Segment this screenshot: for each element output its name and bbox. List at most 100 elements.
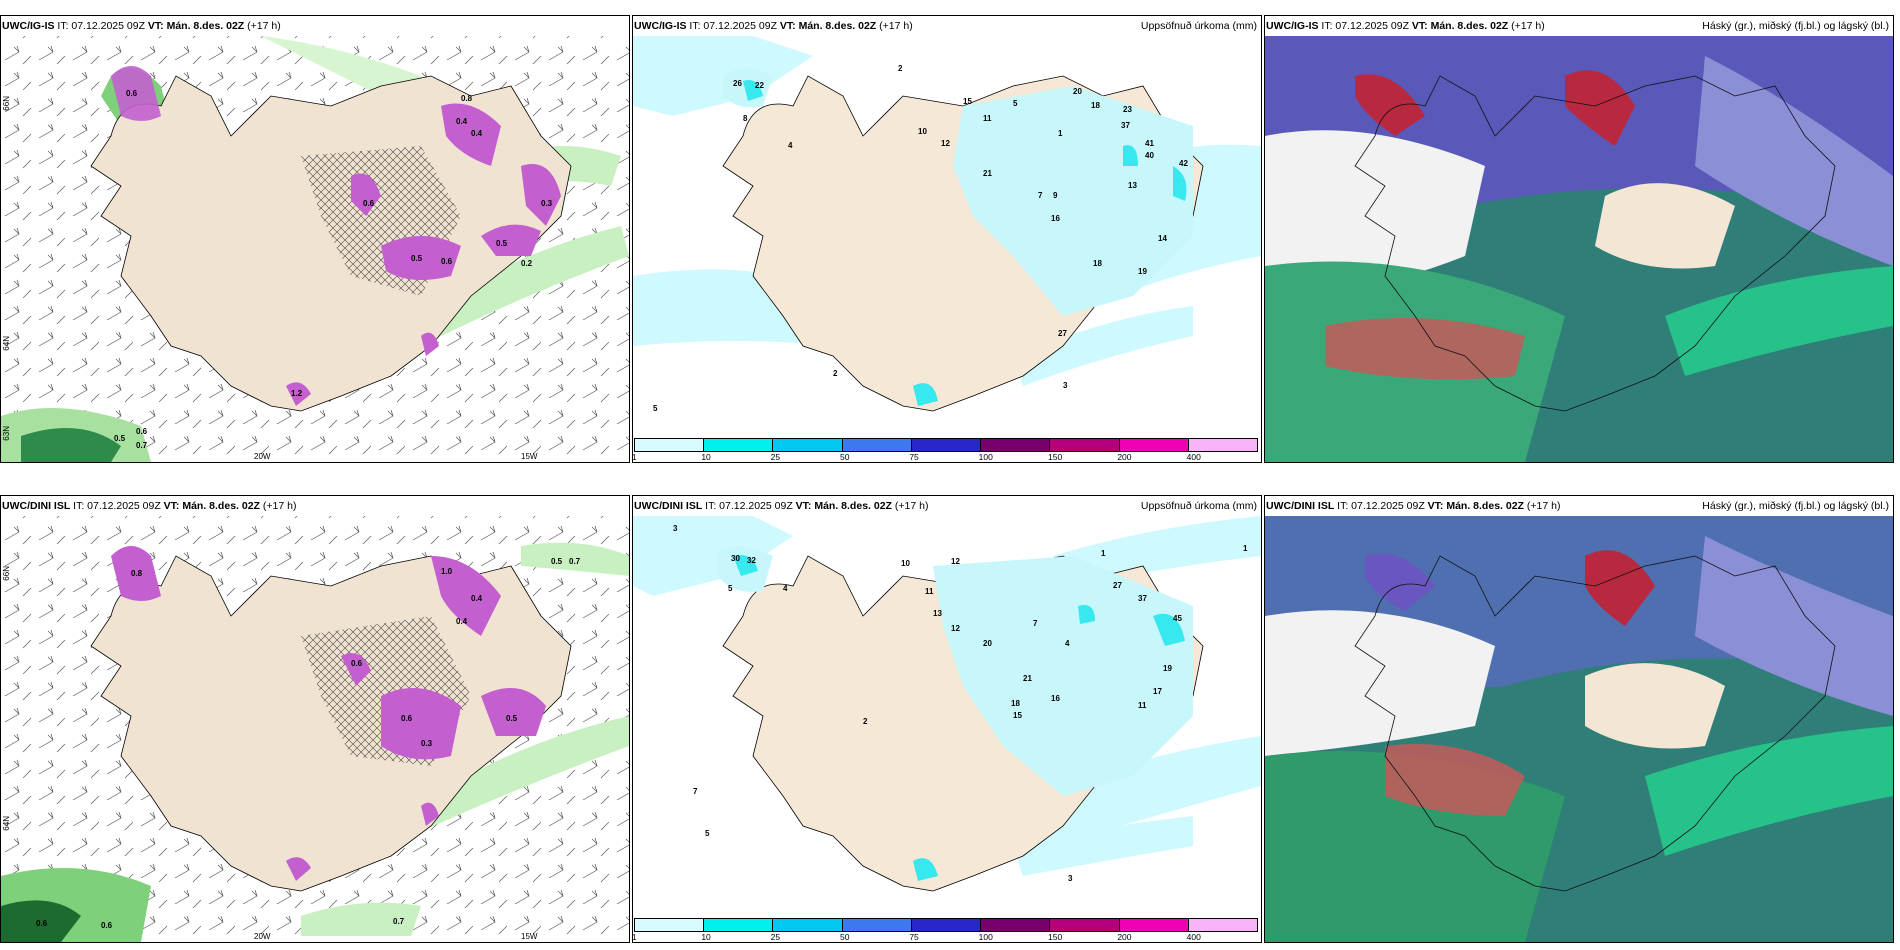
svg-text:7: 7 xyxy=(693,787,698,796)
svg-text:12: 12 xyxy=(941,139,950,148)
panel-variable-label: Háský (gr.), miðský (fj.bl.) og lágský (… xyxy=(1702,20,1889,32)
colorbar-swatch xyxy=(773,919,843,931)
map-cloud-layers xyxy=(1265,496,1893,942)
svg-text:26: 26 xyxy=(733,79,742,88)
svg-text:19: 19 xyxy=(1138,267,1147,276)
svg-text:3: 3 xyxy=(1068,874,1073,883)
colorbar-label: 25 xyxy=(770,452,781,462)
svg-text:0.5: 0.5 xyxy=(551,557,563,566)
map-accum-precip: 26 22 8 4 2 1 10 12 15 11 21 5 20 18 23 … xyxy=(633,16,1261,462)
svg-text:0.7: 0.7 xyxy=(136,441,148,450)
svg-text:0.6: 0.6 xyxy=(351,659,363,668)
svg-text:0.4: 0.4 xyxy=(456,117,468,126)
svg-text:11: 11 xyxy=(925,587,934,596)
colorbar-swatch xyxy=(911,919,982,931)
colorbar-label: 150 xyxy=(1048,452,1063,462)
panel-clouds-igis: UWC/IG-IS IT: 07.12.2025 09Z VT: Mán. 8.… xyxy=(1264,15,1894,463)
svg-text:14: 14 xyxy=(1158,234,1167,243)
svg-text:18: 18 xyxy=(1093,259,1102,268)
colorbar-label: 1 xyxy=(632,452,637,462)
svg-text:0.6: 0.6 xyxy=(401,714,413,723)
colorbar-swatch xyxy=(842,439,912,451)
colorbar-swatch xyxy=(773,439,843,451)
svg-text:0.6: 0.6 xyxy=(441,257,453,266)
iceland-landmass xyxy=(1354,555,1836,892)
svg-text:11: 11 xyxy=(983,114,992,123)
map-cloud-layers xyxy=(1265,16,1893,462)
colorbar-label: 1 xyxy=(632,932,637,942)
svg-text:0.2: 0.2 xyxy=(521,259,533,268)
colorbar-label: 100 xyxy=(978,452,993,462)
panel-accum-precip-igis: UWC/IG-IS IT: 07.12.2025 09Z VT: Mán. 8.… xyxy=(632,15,1262,463)
colorbar-label: 400 xyxy=(1186,932,1201,942)
svg-text:12: 12 xyxy=(951,557,960,566)
svg-text:27: 27 xyxy=(1113,581,1122,590)
svg-text:0.5: 0.5 xyxy=(496,239,508,248)
svg-text:0.6: 0.6 xyxy=(126,89,138,98)
svg-text:0.6: 0.6 xyxy=(36,919,48,928)
map-accum-precip: 30 32 5 3 4 1 10 11 13 12 20 21 18 15 16… xyxy=(633,496,1261,942)
svg-text:15: 15 xyxy=(1013,711,1022,720)
svg-text:12: 12 xyxy=(951,624,960,633)
svg-text:0.6: 0.6 xyxy=(136,427,148,436)
map-wind-precip: 0.5 0.6 0.7 0.4 0.8 0.6 0.5 0.3 0.6 0.4 … xyxy=(1,16,629,462)
svg-text:4: 4 xyxy=(788,141,793,150)
svg-text:13: 13 xyxy=(933,609,942,618)
colorbar-swatch xyxy=(1119,919,1189,931)
colorbar-swatch xyxy=(911,439,982,451)
colorbar-swatch xyxy=(1188,919,1257,931)
panel-wind-precip-igis: UWC/IG-IS IT: 07.12.2025 09Z VT: Mán. 8.… xyxy=(0,15,630,463)
panel-title: UWC/IG-IS IT: 07.12.2025 09Z VT: Mán. 8.… xyxy=(2,20,281,32)
svg-text:0.5: 0.5 xyxy=(506,714,518,723)
panel-variable-label: Uppsöfnuð úrkoma (mm) xyxy=(1140,500,1257,512)
svg-text:0.5: 0.5 xyxy=(114,434,126,443)
colorbar-swatch xyxy=(1050,439,1120,451)
colorbar-label: 150 xyxy=(1048,932,1063,942)
svg-text:2: 2 xyxy=(833,369,838,378)
colorbar-swatch xyxy=(1188,439,1257,451)
svg-text:32: 32 xyxy=(747,556,756,565)
panel-clouds-dini: UWC/DINI ISL IT: 07.12.2025 09Z VT: Mán.… xyxy=(1264,495,1894,943)
colorbar-label: 50 xyxy=(840,452,850,462)
svg-text:5: 5 xyxy=(728,584,733,593)
colorbar-label: 10 xyxy=(701,932,711,942)
colorbar-label: 400 xyxy=(1186,452,1201,462)
svg-text:1.0: 1.0 xyxy=(441,567,453,576)
svg-text:0.6: 0.6 xyxy=(363,199,375,208)
svg-text:5: 5 xyxy=(653,404,658,413)
panel-title: UWC/IG-IS IT: 07.12.2025 09Z VT: Mán. 8.… xyxy=(1266,20,1545,32)
panel-variable-label: Háský (gr.), miðský (fj.bl.) og lágský (… xyxy=(1702,500,1889,512)
svg-text:0.4: 0.4 xyxy=(456,617,468,626)
panel-title: UWC/DINI ISL IT: 07.12.2025 09Z VT: Mán.… xyxy=(1266,500,1561,512)
svg-text:22: 22 xyxy=(755,81,764,90)
svg-text:45: 45 xyxy=(1173,614,1182,623)
svg-text:5: 5 xyxy=(1013,99,1018,108)
svg-text:0.8: 0.8 xyxy=(461,94,473,103)
iceland-landmass xyxy=(1354,75,1836,412)
colorbar-label: 200 xyxy=(1117,452,1132,462)
svg-text:0.4: 0.4 xyxy=(471,129,483,138)
svg-text:2: 2 xyxy=(898,64,903,73)
panel-accum-precip-dini: UWC/DINI ISL IT: 07.12.2025 09Z VT: Mán.… xyxy=(632,495,1262,943)
svg-text:0.7: 0.7 xyxy=(569,557,581,566)
colorbar-swatch xyxy=(981,439,1051,451)
svg-text:1.2: 1.2 xyxy=(291,389,303,398)
svg-text:5: 5 xyxy=(705,829,710,838)
svg-text:9: 9 xyxy=(1053,191,1058,200)
svg-text:7: 7 xyxy=(1038,191,1043,200)
colorbar-swatch xyxy=(1119,439,1189,451)
svg-text:18: 18 xyxy=(1091,101,1100,110)
svg-text:37: 37 xyxy=(1121,121,1130,130)
svg-text:10: 10 xyxy=(918,127,927,136)
svg-text:4: 4 xyxy=(783,584,788,593)
svg-text:1: 1 xyxy=(1101,549,1106,558)
svg-text:3: 3 xyxy=(673,524,678,533)
svg-text:18: 18 xyxy=(1011,699,1020,708)
panel-wind-precip-dini: UWC/DINI ISL IT: 07.12.2025 09Z VT: Mán.… xyxy=(0,495,630,943)
svg-text:20: 20 xyxy=(983,639,992,648)
colorbar-label: 100 xyxy=(978,932,993,942)
svg-text:0.6: 0.6 xyxy=(101,921,113,930)
colorbar-swatch xyxy=(981,919,1051,931)
svg-text:11: 11 xyxy=(1138,701,1147,710)
colorbar-label: 25 xyxy=(770,932,781,942)
